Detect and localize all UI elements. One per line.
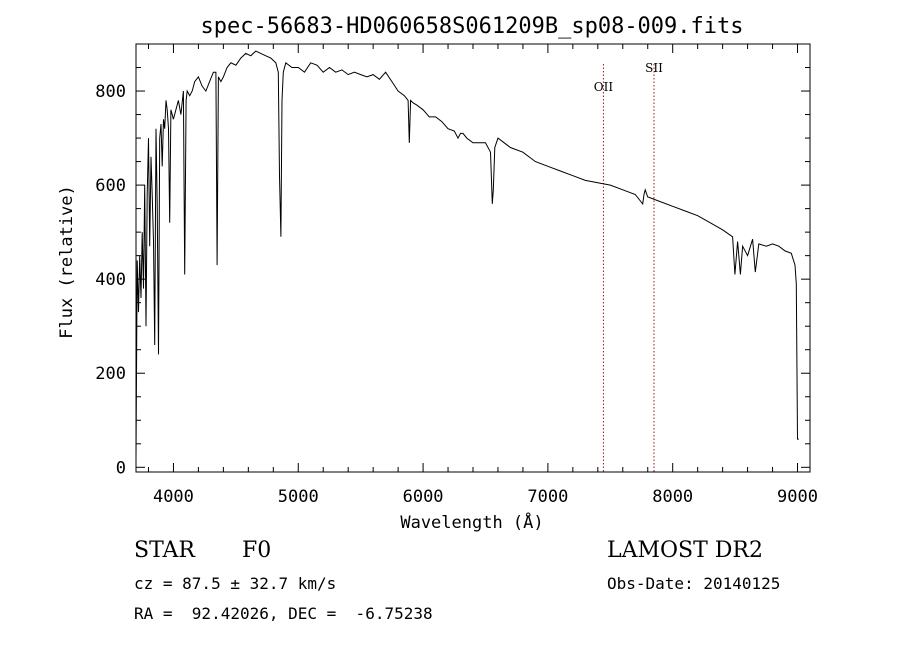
y-axis-label: Flux (relative) [57,185,77,339]
chart-title: spec-56683-HD060658S061209B_sp08-009.fit… [200,14,743,39]
coordinates-readout: RA = 92.42026, DEC = -6.75238 [134,604,433,623]
x-axis-label: Wavelength (Å) [400,511,543,533]
x-tick-label: 4000 [153,487,194,507]
x-tick-label: 6000 [403,487,444,507]
object-subclass: F0 [242,538,272,563]
line-markers: OII SII [594,61,663,472]
x-tick-label: 8000 [652,487,693,507]
y-tick-label: 400 [95,270,126,290]
y-tick-label: 600 [95,176,126,196]
y-tick-label: 800 [95,82,126,102]
survey-name: LAMOST DR2 [607,538,763,563]
observation-date: Obs-Date: 20140125 [607,574,781,593]
line-marker-label: SII [645,61,663,75]
spectrum-series-line [135,50,799,458]
series-layer [135,50,799,458]
object-class: STAR [134,538,195,563]
x-tick-label: 5000 [278,487,319,507]
axis-ticks: 4000 5000 6000 7000 8000 9000 0 200 400 600 800 [95,43,818,507]
x-tick-label: 9000 [777,487,818,507]
x-tick-label: 7000 [527,487,568,507]
line-marker-label: OII [594,80,614,94]
velocity-readout: cz = 87.5 ± 32.7 km/s [134,574,337,593]
plot-frame [135,43,811,473]
y-tick-label: 200 [95,364,126,384]
y-tick-label: 0 [116,458,126,478]
